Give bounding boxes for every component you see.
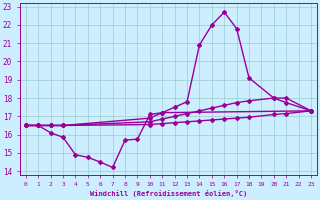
X-axis label: Windchill (Refroidissement éolien,°C): Windchill (Refroidissement éolien,°C) — [90, 190, 247, 197]
